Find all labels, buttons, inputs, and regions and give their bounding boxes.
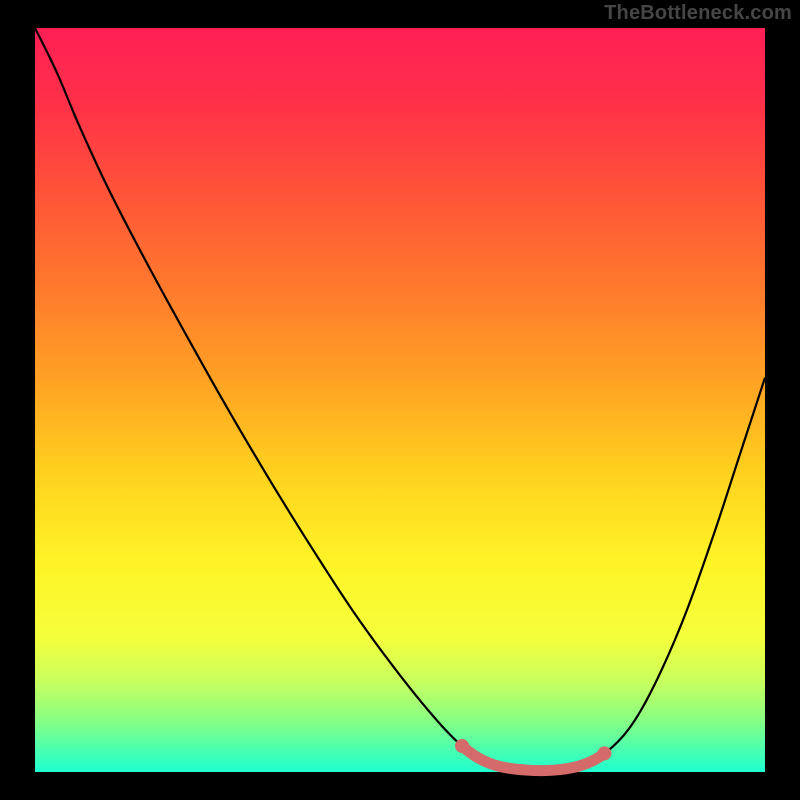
watermark-text: TheBottleneck.com: [604, 2, 792, 25]
highlight-start-marker: [455, 739, 469, 753]
bottleneck-curve-chart: [0, 0, 800, 800]
plot-background-gradient: [35, 28, 765, 772]
chart-container: TheBottleneck.com: [0, 0, 800, 800]
highlight-end-marker: [597, 746, 611, 760]
